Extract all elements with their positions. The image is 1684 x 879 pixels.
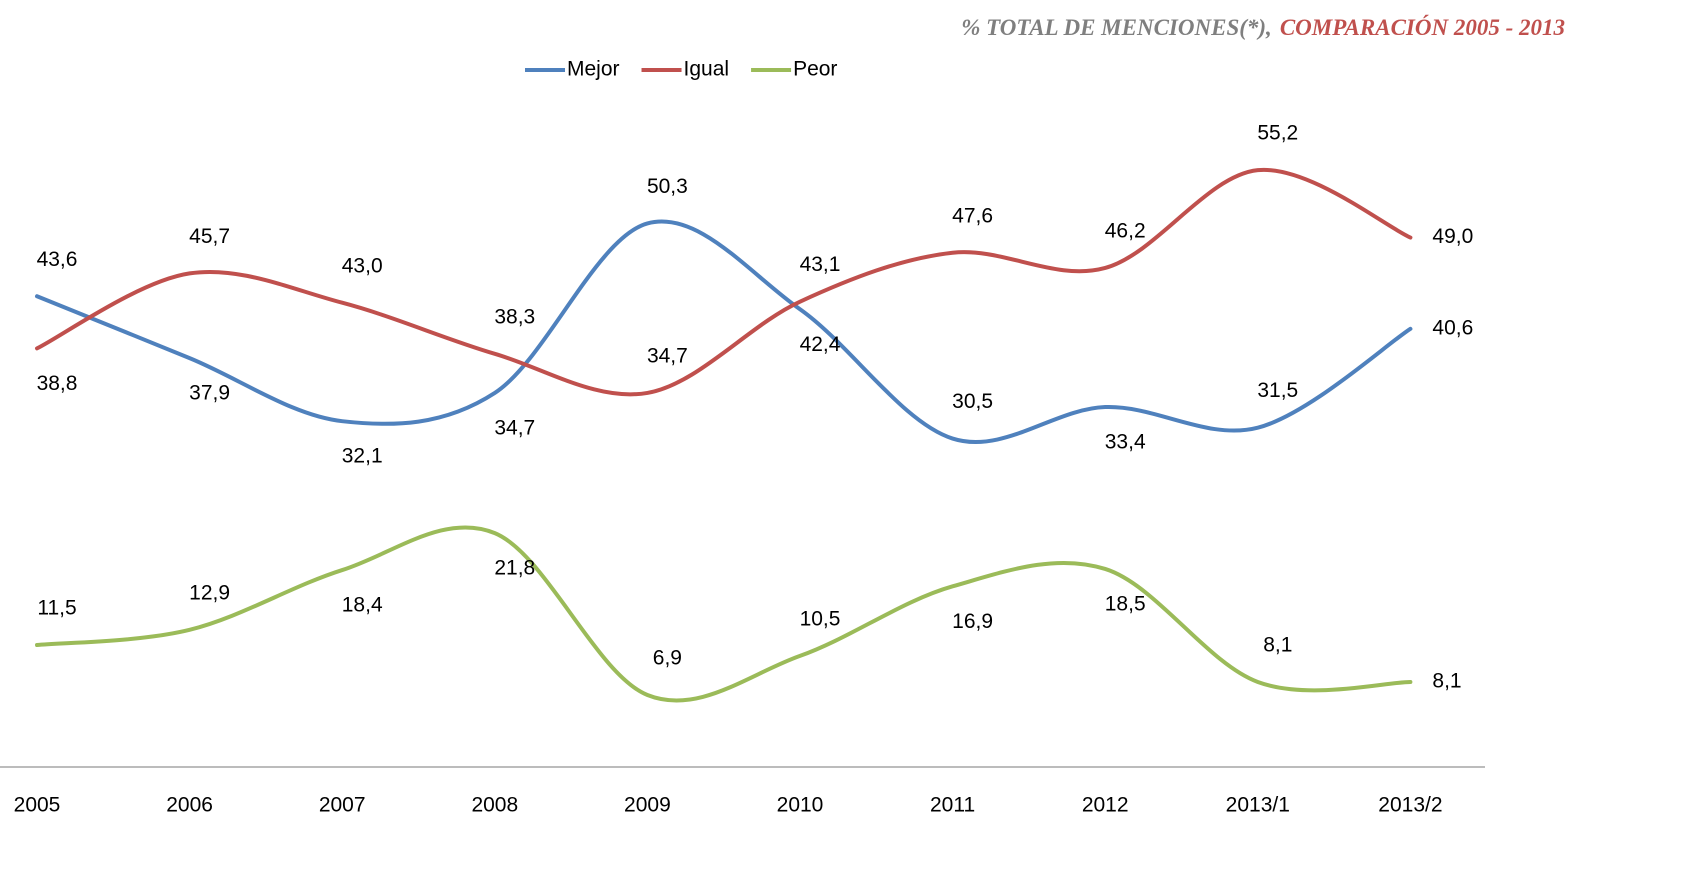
data-label: 8,1	[1432, 670, 1461, 693]
x-tick-label: 2005	[14, 794, 61, 817]
x-tick-label: 2007	[319, 794, 366, 817]
data-label: 43,1	[800, 253, 841, 276]
data-label: 10,5	[800, 607, 841, 630]
data-label: 38,8	[37, 372, 78, 395]
data-label: 32,1	[342, 445, 383, 468]
data-label: 38,3	[494, 305, 535, 328]
data-label: 33,4	[1105, 431, 1146, 454]
chart-subtitle: COMPARACIÓN 2005 - 2013	[1280, 14, 1565, 40]
data-label: 42,4	[800, 333, 841, 356]
data-label: 49,0	[1432, 225, 1473, 248]
data-label: 45,7	[189, 225, 230, 248]
data-label: 47,6	[952, 204, 993, 227]
data-label: 18,5	[1105, 593, 1146, 616]
legend-label: Igual	[684, 58, 730, 81]
data-label: 8,1	[1263, 634, 1292, 657]
legend-label: Mejor	[567, 58, 620, 81]
data-label: 31,5	[1257, 379, 1298, 402]
x-tick-label: 2011	[930, 794, 975, 817]
data-label: 34,7	[647, 344, 688, 367]
series-line	[35, 168, 1413, 397]
x-tick-label: 2012	[1082, 794, 1129, 817]
x-tick-label: 2010	[777, 794, 824, 817]
data-label: 40,6	[1432, 316, 1473, 339]
series-line	[35, 525, 1413, 703]
x-tick-label: 2008	[471, 794, 518, 817]
data-label: 43,6	[37, 248, 78, 271]
legend-label: Peor	[793, 58, 837, 81]
data-label: 11,5	[37, 597, 76, 620]
data-label: 43,0	[342, 254, 383, 277]
data-label: 12,9	[189, 581, 230, 604]
data-label: 6,9	[653, 647, 682, 670]
chart-title: % TOTAL DE MENCIONES(*),	[961, 15, 1272, 40]
x-tick-label: 2009	[624, 794, 671, 817]
series-line	[35, 219, 1413, 445]
data-label: 34,7	[494, 416, 535, 439]
data-label: 46,2	[1105, 220, 1146, 243]
data-label: 50,3	[647, 175, 688, 198]
chart-title-group: % TOTAL DE MENCIONES(*), COMPARACIÓN 2005…	[961, 14, 1565, 40]
data-label: 16,9	[952, 610, 993, 633]
data-label: 18,4	[342, 594, 383, 617]
data-label: 30,5	[952, 390, 993, 413]
data-label: 55,2	[1257, 122, 1298, 145]
x-tick-label: 2013/1	[1226, 794, 1290, 817]
data-label: 21,8	[494, 557, 535, 580]
x-tick-label: 2006	[166, 794, 213, 817]
x-tick-label: 2013/2	[1378, 794, 1442, 817]
data-label: 37,9	[189, 382, 230, 405]
